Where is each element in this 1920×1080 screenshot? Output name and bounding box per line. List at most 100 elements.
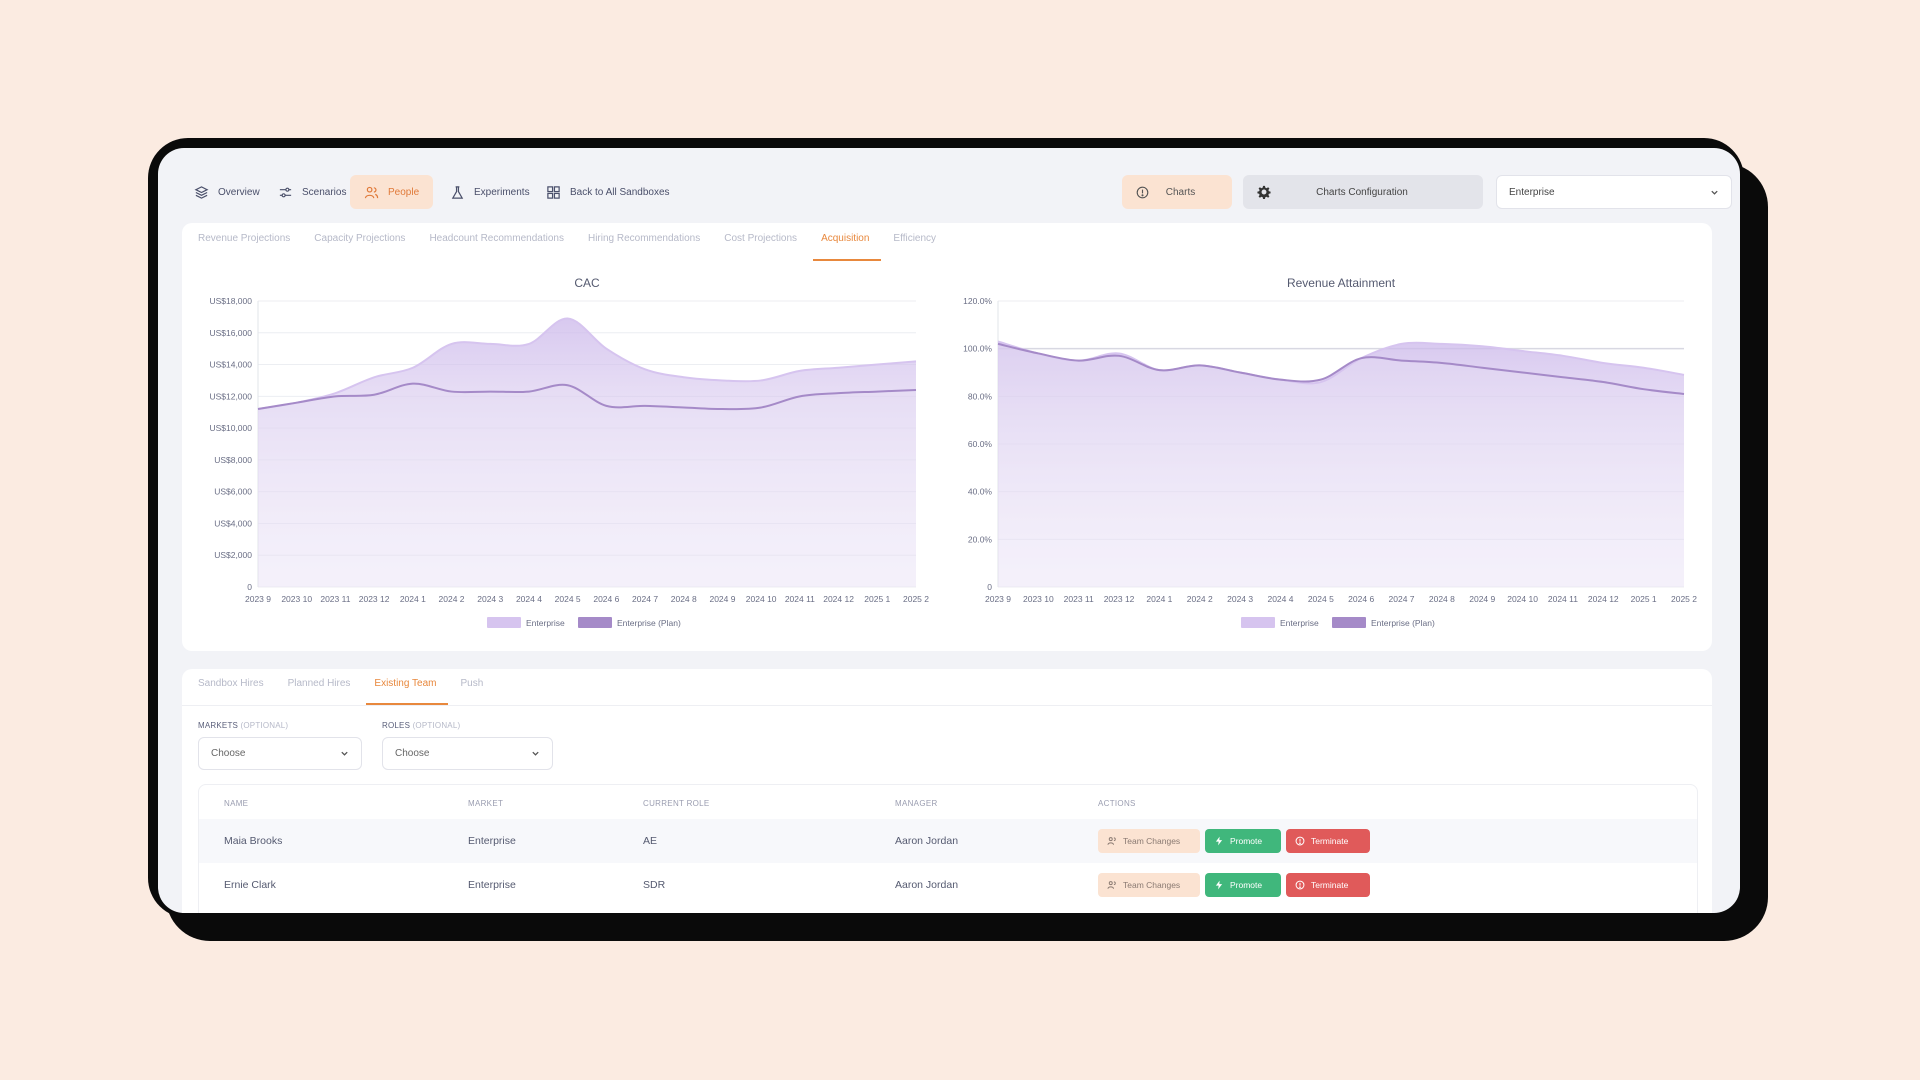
people-icon bbox=[1107, 881, 1116, 889]
team-changes-button[interactable]: Team Changes bbox=[1098, 873, 1200, 897]
promote-label: Promote bbox=[1230, 836, 1263, 846]
tab-efficiency[interactable]: Efficiency bbox=[893, 233, 937, 244]
cell-role: AE bbox=[643, 835, 658, 847]
col-header-manager: MANAGER bbox=[895, 799, 938, 808]
x-tick-label: 2024 12 bbox=[1588, 594, 1619, 604]
y-tick-label: US$8,000 bbox=[214, 455, 252, 465]
chart-tabs: Revenue Projections Capacity Projections H… bbox=[198, 223, 960, 261]
x-tick-label: 2023 11 bbox=[320, 594, 350, 604]
y-tick-label: US$18,000 bbox=[209, 296, 252, 306]
y-tick-label: US$2,000 bbox=[214, 550, 252, 560]
x-tick-label: 2024 7 bbox=[632, 594, 658, 604]
gear-icon bbox=[1257, 185, 1271, 199]
chevron-down-icon bbox=[532, 751, 539, 756]
x-tick-label: 2024 3 bbox=[477, 594, 503, 604]
charts-configuration-button[interactable]: Charts Configuration bbox=[1243, 175, 1483, 209]
x-tick-label: 2024 11 bbox=[1548, 594, 1578, 604]
nav-experiments[interactable]: Experiments bbox=[436, 175, 544, 209]
promote-button[interactable]: Promote bbox=[1205, 829, 1281, 853]
x-tick-label: 2024 4 bbox=[516, 594, 542, 604]
tab-acquisition[interactable]: Acquisition bbox=[813, 223, 882, 261]
roles-select-value: Choose bbox=[395, 748, 430, 759]
tab-revenue-projections[interactable]: Revenue Projections bbox=[198, 233, 291, 244]
lightning-icon bbox=[1215, 880, 1223, 890]
team-tab-planned-hires[interactable]: Planned Hires bbox=[287, 678, 351, 689]
team-tabs: Sandbox Hires Planned Hires Existing Team P… bbox=[198, 669, 507, 705]
cell-market: Enterprise bbox=[468, 879, 516, 891]
chevron-down-icon bbox=[341, 751, 348, 756]
cell-manager: Aaron Jordan bbox=[895, 835, 959, 847]
legend-swatch-enterprise-plan bbox=[578, 617, 612, 628]
nav-back-to-sandboxes[interactable]: Back to All Sandboxes bbox=[532, 175, 684, 209]
charts-panel: Revenue Projections Capacity Projections H… bbox=[182, 223, 1712, 651]
y-tick-label: 20.0% bbox=[968, 534, 993, 544]
x-tick-label: 2024 6 bbox=[593, 594, 619, 604]
team-tab-push[interactable]: Push bbox=[460, 678, 484, 689]
roles-filter-label: ROLES (OPTIONAL) bbox=[382, 721, 460, 730]
roles-select[interactable]: Choose bbox=[382, 737, 553, 770]
tab-cost-projections[interactable]: Cost Projections bbox=[724, 233, 798, 244]
y-tick-label: US$12,000 bbox=[209, 391, 252, 401]
terminate-button[interactable]: Terminate bbox=[1286, 873, 1370, 897]
tab-headcount-recommendations[interactable]: Headcount Recommendations bbox=[429, 233, 564, 244]
app-window: Overview Scenarios People Experiments Ba… bbox=[158, 148, 1740, 913]
team-changes-label: Team Changes bbox=[1123, 880, 1181, 890]
y-tick-label: US$14,000 bbox=[209, 360, 252, 370]
x-tick-label: 2024 3 bbox=[1227, 594, 1253, 604]
x-tick-label: 2025 1 bbox=[864, 594, 890, 604]
x-tick-label: 2025 2 bbox=[1671, 594, 1697, 604]
nav-people[interactable]: People bbox=[350, 175, 434, 209]
team-tab-existing-team[interactable]: Existing Team bbox=[366, 669, 449, 705]
markets-label-text: MARKETS bbox=[198, 721, 239, 730]
people-icon bbox=[364, 186, 379, 198]
tab-hiring-recommendations[interactable]: Hiring Recommendations bbox=[587, 233, 701, 244]
x-tick-label: 2024 1 bbox=[1146, 594, 1172, 604]
nav-scenarios[interactable]: Scenarios bbox=[264, 175, 360, 209]
markets-select[interactable]: Choose bbox=[198, 737, 362, 770]
cell-name: Ernie Clark bbox=[224, 879, 276, 891]
legend-label-enterprise: Enterprise bbox=[1280, 618, 1319, 628]
col-header-actions: ACTIONS bbox=[1098, 799, 1136, 808]
y-tick-label: US$16,000 bbox=[209, 328, 252, 338]
x-tick-label: 2024 4 bbox=[1267, 594, 1293, 604]
tab-capacity-projections[interactable]: Capacity Projections bbox=[314, 233, 406, 244]
y-tick-label: 60.0% bbox=[968, 439, 993, 449]
nav-overview[interactable]: Overview bbox=[180, 175, 274, 209]
x-tick-label: 2024 11 bbox=[785, 594, 815, 604]
terminate-button[interactable]: Terminate bbox=[1286, 829, 1370, 853]
team-changes-label: Team Changes bbox=[1123, 836, 1181, 846]
x-tick-label: 2024 2 bbox=[1187, 594, 1213, 604]
segment-select[interactable]: Enterprise bbox=[1496, 175, 1732, 209]
charts-configuration-label: Charts Configuration bbox=[1316, 186, 1408, 198]
promote-button[interactable]: Promote bbox=[1205, 873, 1281, 897]
legend-label-enterprise-plan: Enterprise (Plan) bbox=[617, 618, 681, 628]
legend-label-enterprise-plan: Enterprise (Plan) bbox=[1371, 618, 1435, 628]
x-tick-label: 2023 10 bbox=[281, 594, 312, 604]
cell-role: SDR bbox=[643, 879, 666, 891]
x-tick-label: 2025 1 bbox=[1631, 594, 1657, 604]
revenue-attainment-chart: Revenue Attainment 120.0% 100.0% 80.0% 60.0%… bbox=[963, 276, 1697, 628]
x-tick-label: 2023 9 bbox=[245, 594, 271, 604]
grid-icon bbox=[547, 185, 560, 199]
charts-button[interactable]: Charts bbox=[1122, 175, 1232, 209]
nav-experiments-label: Experiments bbox=[474, 186, 530, 198]
legend-label-enterprise: Enterprise bbox=[526, 618, 565, 628]
x-tick-label: 2025 2 bbox=[903, 594, 929, 604]
promote-label: Promote bbox=[1230, 880, 1263, 890]
x-tick-label: 2024 2 bbox=[439, 594, 465, 604]
series-line-enterprise-plan bbox=[257, 382, 917, 411]
y-tick-label: US$4,000 bbox=[214, 518, 252, 528]
team-changes-button[interactable]: Team Changes bbox=[1098, 829, 1200, 853]
x-tick-label: 2024 9 bbox=[709, 594, 735, 604]
roles-label-text: ROLES bbox=[382, 721, 411, 730]
cell-manager: Aaron Jordan bbox=[895, 879, 959, 891]
people-icon bbox=[1107, 837, 1116, 845]
x-tick-label: 2023 9 bbox=[985, 594, 1011, 604]
sliders-icon bbox=[279, 187, 292, 197]
team-tab-sandbox-hires[interactable]: Sandbox Hires bbox=[198, 678, 264, 689]
y-tick-label: 0 bbox=[987, 582, 992, 592]
info-circle-icon bbox=[1136, 186, 1149, 198]
x-tick-label: 2024 1 bbox=[400, 594, 426, 604]
terminate-label: Terminate bbox=[1311, 836, 1349, 846]
cell-market: Enterprise bbox=[468, 835, 516, 847]
